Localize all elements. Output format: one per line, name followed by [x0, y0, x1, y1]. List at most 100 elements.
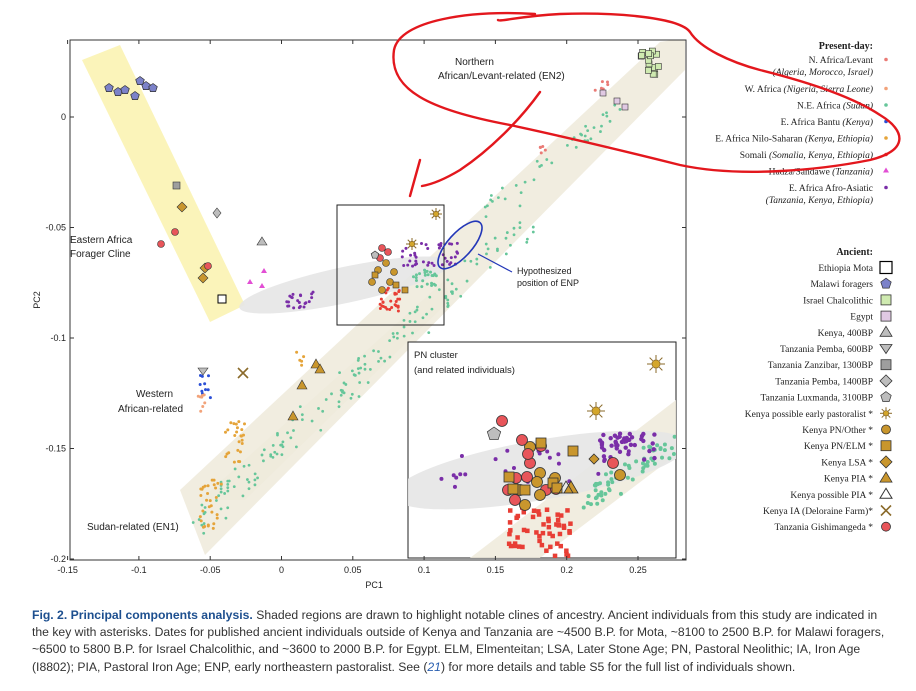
- point-ne-africa: [450, 290, 453, 294]
- legend-ancient-label: Kenya PN/Other *: [802, 426, 873, 436]
- point-nilo-saharan: [229, 421, 233, 425]
- point-ne-africa: [377, 350, 380, 353]
- point-afro-asiatic: [413, 263, 417, 267]
- point-afro-asiatic: [424, 243, 428, 247]
- inset-point-somali: [537, 538, 542, 544]
- inset-point-afro-asiatic: [651, 447, 656, 452]
- inset-point-afro-asiatic: [599, 441, 605, 446]
- point-israel-chalcolithic: [645, 67, 652, 74]
- legend-marker: [880, 391, 892, 402]
- point-ne-africa: [226, 482, 230, 486]
- point-malawi-forager: [104, 83, 114, 92]
- caption-heading: Fig. 2. Principal components analysis.: [32, 608, 253, 622]
- point-somali: [378, 307, 382, 311]
- point-n-africa: [593, 88, 597, 92]
- point-ne-africa: [281, 440, 285, 444]
- point-ne-africa: [496, 196, 500, 200]
- point-ne-africa: [518, 221, 522, 225]
- point-n-africa: [606, 83, 610, 87]
- point-ne-africa: [444, 296, 448, 300]
- point-ne-africa: [310, 419, 314, 423]
- legend-ancient-label: Kenya IA (Deloraine Farm)*: [763, 506, 873, 517]
- inset-point-somali: [555, 512, 560, 517]
- point-ne-africa: [372, 349, 375, 353]
- x-tick-label: 0.1: [418, 565, 431, 575]
- point-nilo-saharan: [237, 440, 241, 444]
- point-ne-africa: [202, 531, 206, 535]
- inset-point-gishimangeda: [496, 415, 508, 427]
- inset-point-somali: [508, 543, 514, 549]
- point-afro-asiatic: [430, 261, 434, 265]
- inset-point-ne-africa: [595, 481, 600, 486]
- point-early-pastoralist: [430, 208, 442, 220]
- inset-point-somali: [534, 530, 539, 535]
- legend-marker: [884, 103, 888, 107]
- point-afro-asiatic: [307, 300, 311, 304]
- point-ne-africa: [262, 459, 265, 463]
- point-hadza: [259, 283, 265, 288]
- inset-point-somali: [547, 531, 552, 536]
- legend-ancient-label: Malawi foragers: [810, 279, 873, 290]
- point-afro-asiatic: [404, 246, 408, 250]
- point-afro-asiatic: [453, 255, 457, 259]
- inset-point-somali: [515, 535, 520, 540]
- point-ne-africa: [550, 161, 554, 165]
- inset-point-somali: [536, 512, 542, 517]
- point-ne-africa: [486, 247, 490, 251]
- inset-point-ne-africa: [641, 461, 646, 466]
- point-somali: [383, 305, 387, 309]
- legend-ancient-label: Tanzania Zanzibar, 1300BP: [768, 361, 873, 371]
- point-ne-africa: [509, 243, 512, 247]
- point-ne-africa: [246, 478, 249, 481]
- legend-present-sub: (Kenya): [842, 117, 873, 128]
- x-tick-label: 0.25: [629, 565, 647, 575]
- inset-point-somali: [556, 523, 562, 528]
- inset-point-afro-asiatic: [545, 449, 550, 454]
- region-labels: Northern African/Levant-related (EN2) East…: [70, 57, 579, 533]
- point-n-africa: [538, 146, 542, 150]
- legend-present-sub: (Kenya, Ethiopia): [805, 134, 873, 145]
- inset-point-gishimangeda: [521, 471, 533, 483]
- point-ne-africa: [486, 204, 489, 208]
- inset-point-somali: [546, 524, 552, 530]
- legend-marker: [879, 260, 893, 275]
- point-ne-africa: [219, 487, 223, 491]
- inset-point-somali: [512, 543, 518, 549]
- point-ne-africa: [241, 494, 245, 498]
- point-ne-africa: [535, 159, 539, 163]
- point-israel-chalcolithic: [649, 70, 657, 78]
- point-ne-africa: [483, 205, 487, 209]
- inset-point-afro-asiatic: [505, 448, 510, 453]
- inset-point-pn-elm: [503, 471, 515, 483]
- point-zanzibar: [172, 181, 181, 190]
- point-ne-africa: [253, 478, 257, 482]
- caption-ref-link[interactable]: 21: [427, 659, 441, 674]
- inset-point-somali: [520, 544, 525, 550]
- legend-present-label: N.E. Africa (Sudan): [797, 101, 873, 112]
- inset-point-somali: [521, 509, 527, 515]
- point-ne-africa: [286, 431, 289, 435]
- legend-marker: [884, 136, 888, 140]
- point-afro-asiatic: [427, 261, 431, 265]
- point-afro-asiatic: [311, 290, 315, 294]
- inset-point-somali: [544, 507, 550, 513]
- inset-point-ne-africa: [581, 505, 586, 510]
- point-ne-africa: [402, 325, 406, 329]
- red-scribble-loop: [392, 11, 901, 173]
- point-ne-africa: [280, 453, 284, 457]
- legend-present-sub: (Tanzania): [832, 167, 873, 178]
- red-arrow-head: [408, 158, 422, 198]
- point-ne-africa: [446, 298, 450, 302]
- point-israel-chalcolithic: [645, 50, 652, 57]
- point-ne-africa: [392, 335, 396, 339]
- point-kenya-pia: [296, 379, 308, 390]
- point-ne-africa: [504, 236, 508, 240]
- point-nilo-saharan: [226, 428, 230, 432]
- point-ne-africa: [430, 281, 434, 285]
- point-ne-africa: [531, 230, 535, 234]
- point-ne-africa: [356, 367, 360, 371]
- red-arrow-shaft: [420, 90, 542, 188]
- point-afro-asiatic: [414, 259, 418, 263]
- inset-point-somali: [507, 531, 512, 537]
- point-luxmanda: [370, 250, 380, 259]
